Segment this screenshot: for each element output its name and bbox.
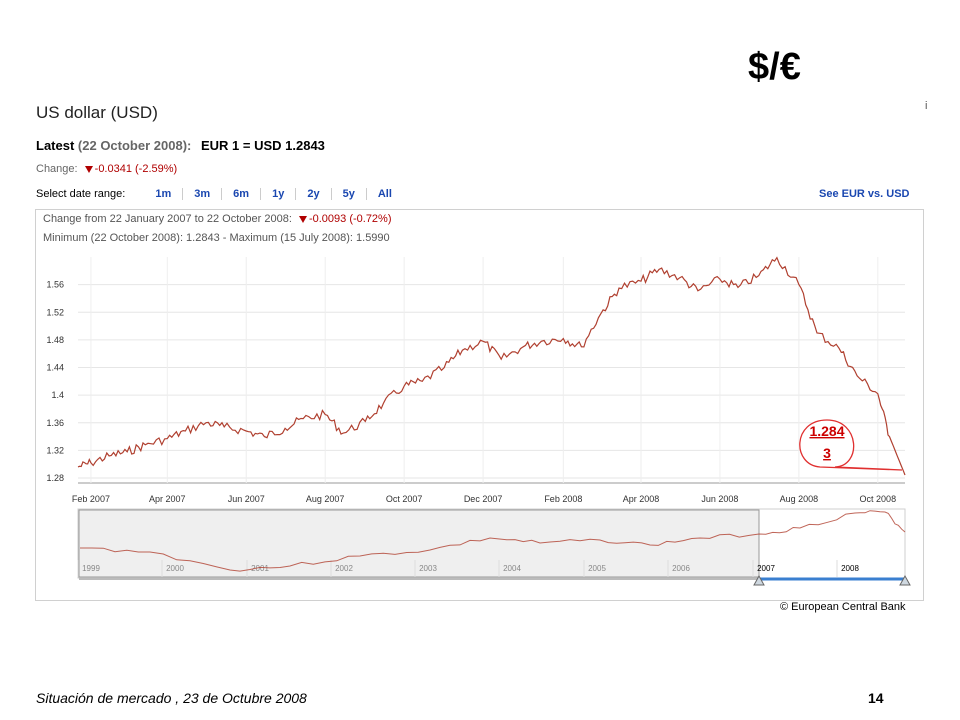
change-value: -0.0341 (-2.59%) [94, 163, 178, 175]
x-tick-label: Jun 2007 [228, 494, 265, 504]
range-5y[interactable]: 5y [330, 188, 366, 200]
change-line: Change: -0.0341 (-2.59%) [36, 163, 177, 175]
y-tick-label: 1.52 [46, 307, 64, 317]
range-all[interactable]: All [365, 188, 403, 200]
x-tick-label: Apr 2008 [623, 494, 660, 504]
y-tick-label: 1.48 [46, 335, 64, 345]
overview-year-label: 2002 [335, 564, 353, 573]
x-tick-label: Aug 2008 [780, 494, 819, 504]
x-tick-label: Oct 2007 [386, 494, 423, 504]
see-eur-vs-usd-link[interactable]: See EUR vs. USD [819, 188, 910, 200]
chart-frame [35, 209, 924, 601]
overview-year-label: 2005 [588, 564, 606, 573]
left-handle-icon[interactable] [753, 574, 765, 586]
x-tick-label: Feb 2007 [72, 494, 110, 504]
latest-date: (22 October 2008): [77, 138, 192, 153]
range-change-label: Change from 22 January 2007 to 22 Octobe… [43, 213, 292, 225]
x-tick-label: Apr 2007 [149, 494, 186, 504]
callout-text-line1: 1.284 [809, 423, 844, 439]
down-arrow-icon [298, 215, 307, 223]
x-tick-label: Aug 2007 [306, 494, 345, 504]
y-tick-label: 1.4 [51, 390, 64, 400]
range-6m[interactable]: 6m [221, 188, 261, 200]
latest-label: Latest [36, 138, 75, 153]
right-handle-icon[interactable] [899, 574, 911, 586]
overview-year-label: 1999 [82, 564, 100, 573]
x-tick-label: Dec 2007 [464, 494, 503, 504]
overview-year-label: 2000 [166, 564, 184, 573]
callout: 1.284 3 [799, 419, 903, 471]
y-tick-label: 1.44 [46, 363, 64, 373]
x-tick-label: Jun 2008 [701, 494, 738, 504]
source-credit: © European Central Bank [780, 601, 906, 613]
x-tick-label: Oct 2008 [860, 494, 897, 504]
info-icon[interactable]: i [925, 100, 928, 112]
change-label: Change: [36, 163, 78, 175]
range-1y[interactable]: 1y [260, 188, 296, 200]
range-label: Select date range: [36, 188, 126, 200]
range-change-value: -0.0093 (-0.72%) [308, 213, 392, 225]
min-max-line: Minimum (22 October 2008): 1.2843 - Maxi… [43, 232, 390, 244]
range-3m[interactable]: 3m [182, 188, 222, 200]
x-tick-label: Feb 2008 [544, 494, 582, 504]
overview-year-label: 2007 [757, 564, 775, 573]
overview-year-label: 2006 [672, 564, 690, 573]
overview-year-label: 2008 [841, 564, 859, 573]
callout-text-line2: 3 [823, 445, 831, 461]
latest-rate-line: Latest (22 October 2008): EUR 1 = USD 1.… [36, 138, 325, 153]
y-tick-label: 1.36 [46, 418, 64, 428]
latest-value: EUR 1 = USD 1.2843 [200, 138, 325, 153]
range-change-line: Change from 22 January 2007 to 22 Octobe… [43, 213, 392, 225]
slide-footer: Situación de mercado , 23 de Octubre 200… [36, 690, 307, 706]
overview-year-label: 2003 [419, 564, 437, 573]
chart-heading: US dollar (USD) [36, 103, 158, 122]
slide-title: $/€ [748, 46, 801, 88]
down-arrow-icon [84, 165, 93, 173]
range-2y[interactable]: 2y [295, 188, 331, 200]
overview-year-label: 2001 [251, 564, 269, 573]
eur-usd-line [77, 256, 906, 476]
overview-year-label: 2004 [503, 564, 521, 573]
date-range-selector: Select date range: 1m 3m 6m 1y 2y 5y All [36, 188, 403, 200]
overview-line [80, 510, 906, 572]
range-1m[interactable]: 1m [155, 188, 172, 200]
page-number: 14 [868, 690, 884, 706]
y-tick-label: 1.28 [46, 473, 64, 483]
y-tick-label: 1.56 [46, 280, 64, 290]
y-tick-label: 1.32 [46, 445, 64, 455]
callout-bubble [799, 419, 903, 471]
